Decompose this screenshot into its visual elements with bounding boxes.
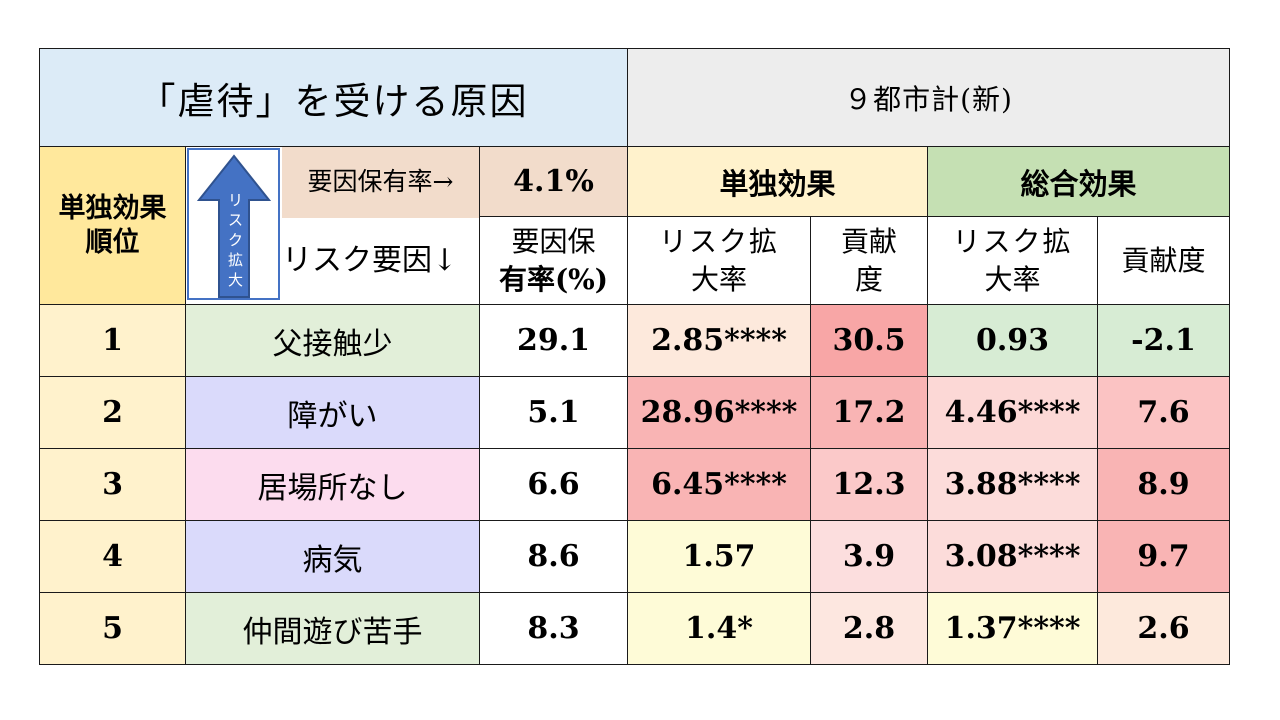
table-title: 「虐待」を受ける原因 [39, 48, 628, 147]
table-row: 2 障がい 5.1 28.96**** 17.2 4.46**** 7.6 [39, 376, 1230, 449]
col-contrib-line2: 度 [854, 262, 883, 296]
col-risk-line1: リスク拡 [952, 224, 1073, 258]
total-risk-cell: 0.93 [927, 304, 1098, 377]
total-contrib-cell: -2.1 [1097, 304, 1230, 377]
col-contrib-line1: 貢献 [840, 224, 897, 258]
risk-factor-label: リスク要因↓ [282, 243, 458, 278]
rate-cell: 8.6 [479, 520, 628, 593]
total-contrib-cell: 7.6 [1097, 376, 1230, 449]
total-risk-cell: 1.37**** [927, 592, 1098, 665]
total-contrib-cell: 8.9 [1097, 448, 1230, 521]
factor-rate-label: 要因保有率→ [307, 167, 454, 196]
city-header: ９都市計(新) [627, 48, 1230, 147]
factor-cell: 仲間遊び苦手 [185, 592, 480, 665]
single-risk-cell: 6.45**** [627, 448, 811, 521]
col-risk-line2: 大率 [984, 262, 1041, 296]
rank-header-line2: 順位 [85, 226, 140, 258]
arrow-char: リ [227, 191, 243, 209]
single-risk-cell: 1.4* [627, 592, 811, 665]
rank-cell: 4 [39, 520, 186, 593]
risk-increase-arrow-box: リ ス ク 拡 大 [187, 148, 280, 300]
single-contrib-cell: 2.8 [810, 592, 928, 665]
rate-cell: 29.1 [479, 304, 628, 377]
rank-header-line1: 単独効果 [58, 192, 167, 224]
single-risk-cell: 1.57 [627, 520, 811, 593]
table-row: 5 仲間遊び苦手 8.3 1.4* 2.8 1.37**** 2.6 [39, 592, 1230, 665]
total-risk-cell: 3.08**** [927, 520, 1098, 593]
arrow-char: ク [227, 231, 243, 249]
rank-cell: 3 [39, 448, 186, 521]
rank-cell: 1 [39, 304, 186, 377]
total-contrib-cell: 2.6 [1097, 592, 1230, 665]
single-risk-cell: 28.96**** [627, 376, 811, 449]
arrow-label: リ ス ク 拡 大 [189, 190, 282, 290]
factor-cell: 障がい [185, 376, 480, 449]
col-total-risk-header: リスク拡 大率 [927, 216, 1098, 305]
table-row: 3 居場所なし 6.6 6.45**** 12.3 3.88**** 8.9 [39, 448, 1230, 521]
arrow-char: 大 [227, 271, 243, 289]
single-contrib-cell: 12.3 [810, 448, 928, 521]
col-total-contrib-header: 貢献度 [1097, 216, 1230, 305]
single-contrib-cell: 30.5 [810, 304, 928, 377]
arrow-char: ス [227, 211, 243, 229]
rank-header: 単独効果 順位 [39, 146, 186, 305]
risk-table: 「虐待」を受ける原因 ９都市計(新) 単独効果 順位 要因保有率→ リ ス ク … [39, 48, 1230, 665]
factor-rate-value: 4.1% [479, 146, 628, 217]
total-contrib-cell: 9.7 [1097, 520, 1230, 593]
rate-cell: 6.6 [479, 448, 628, 521]
total-effect-header: 総合効果 [927, 146, 1230, 217]
factor-cell: 病気 [185, 520, 480, 593]
factor-cell: 父接触少 [185, 304, 480, 377]
table-row: 4 病気 8.6 1.57 3.9 3.08**** 9.7 [39, 520, 1230, 593]
col-rate-line2: 有率(%) [498, 262, 609, 296]
col-single-contrib-header: 貢献 度 [810, 216, 928, 305]
col-single-risk-header: リスク拡 大率 [627, 216, 811, 305]
rank-cell: 2 [39, 376, 186, 449]
col-rate-header: 要因保 有率(%) [479, 216, 628, 305]
rank-cell: 5 [39, 592, 186, 665]
single-effect-header: 単独効果 [627, 146, 928, 217]
table-row: 1 父接触少 29.1 2.85**** 30.5 0.93 -2.1 [39, 304, 1230, 377]
single-contrib-cell: 3.9 [810, 520, 928, 593]
single-risk-cell: 2.85**** [627, 304, 811, 377]
rate-cell: 5.1 [479, 376, 628, 449]
arrow-char: 拡 [227, 251, 243, 269]
single-contrib-cell: 17.2 [810, 376, 928, 449]
total-risk-cell: 4.46**** [927, 376, 1098, 449]
col-risk-line2: 大率 [690, 262, 747, 296]
factor-label-cell: 要因保有率→ リ ス ク 拡 大 リスク要因↓ [185, 146, 480, 305]
factor-cell: 居場所なし [185, 448, 480, 521]
col-risk-line1: リスク拡 [658, 224, 779, 258]
col-rate-line1: 要因保 [511, 224, 596, 258]
up-arrow-icon [197, 154, 271, 298]
total-risk-cell: 3.88**** [927, 448, 1098, 521]
rate-cell: 8.3 [479, 592, 628, 665]
